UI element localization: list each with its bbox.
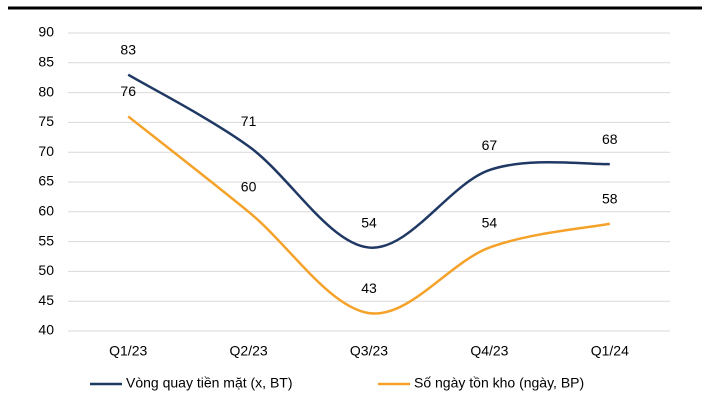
series-line (127, 73, 610, 249)
y-tick-label: 45 (38, 292, 54, 308)
data-label: 76 (120, 83, 136, 99)
x-tick-label: Q1/23 (109, 343, 147, 359)
y-tick-label: 40 (38, 322, 54, 338)
data-label: 83 (120, 41, 136, 57)
y-tick-label: 55 (38, 232, 54, 248)
y-tick-label: 85 (38, 54, 54, 70)
data-label: 54 (361, 214, 377, 230)
data-label: 58 (602, 190, 618, 206)
data-label: 71 (241, 113, 257, 129)
series-line (127, 115, 611, 315)
y-tick-label: 65 (38, 173, 54, 189)
x-tick-label: Q2/23 (230, 343, 268, 359)
y-tick-label: 80 (38, 83, 54, 99)
legend-label: Vòng quay tiền mặt (x, BT) (126, 375, 293, 391)
x-tick-label: Q4/23 (470, 343, 508, 359)
y-tick-label: 75 (38, 113, 54, 129)
legend-label: Số ngày tồn kho (ngày, BP) (414, 375, 584, 391)
data-label: 43 (361, 280, 377, 296)
data-label: 67 (482, 137, 498, 153)
data-label: 60 (241, 179, 257, 195)
y-tick-label: 60 (38, 203, 54, 219)
data-label: 54 (482, 214, 498, 230)
y-tick-label: 90 (38, 24, 54, 40)
y-tick-label: 70 (38, 143, 54, 159)
y-tick-label: 50 (38, 262, 54, 278)
data-label: 68 (602, 131, 618, 147)
x-tick-label: Q3/23 (350, 343, 388, 359)
x-tick-label: Q1/24 (591, 343, 629, 359)
